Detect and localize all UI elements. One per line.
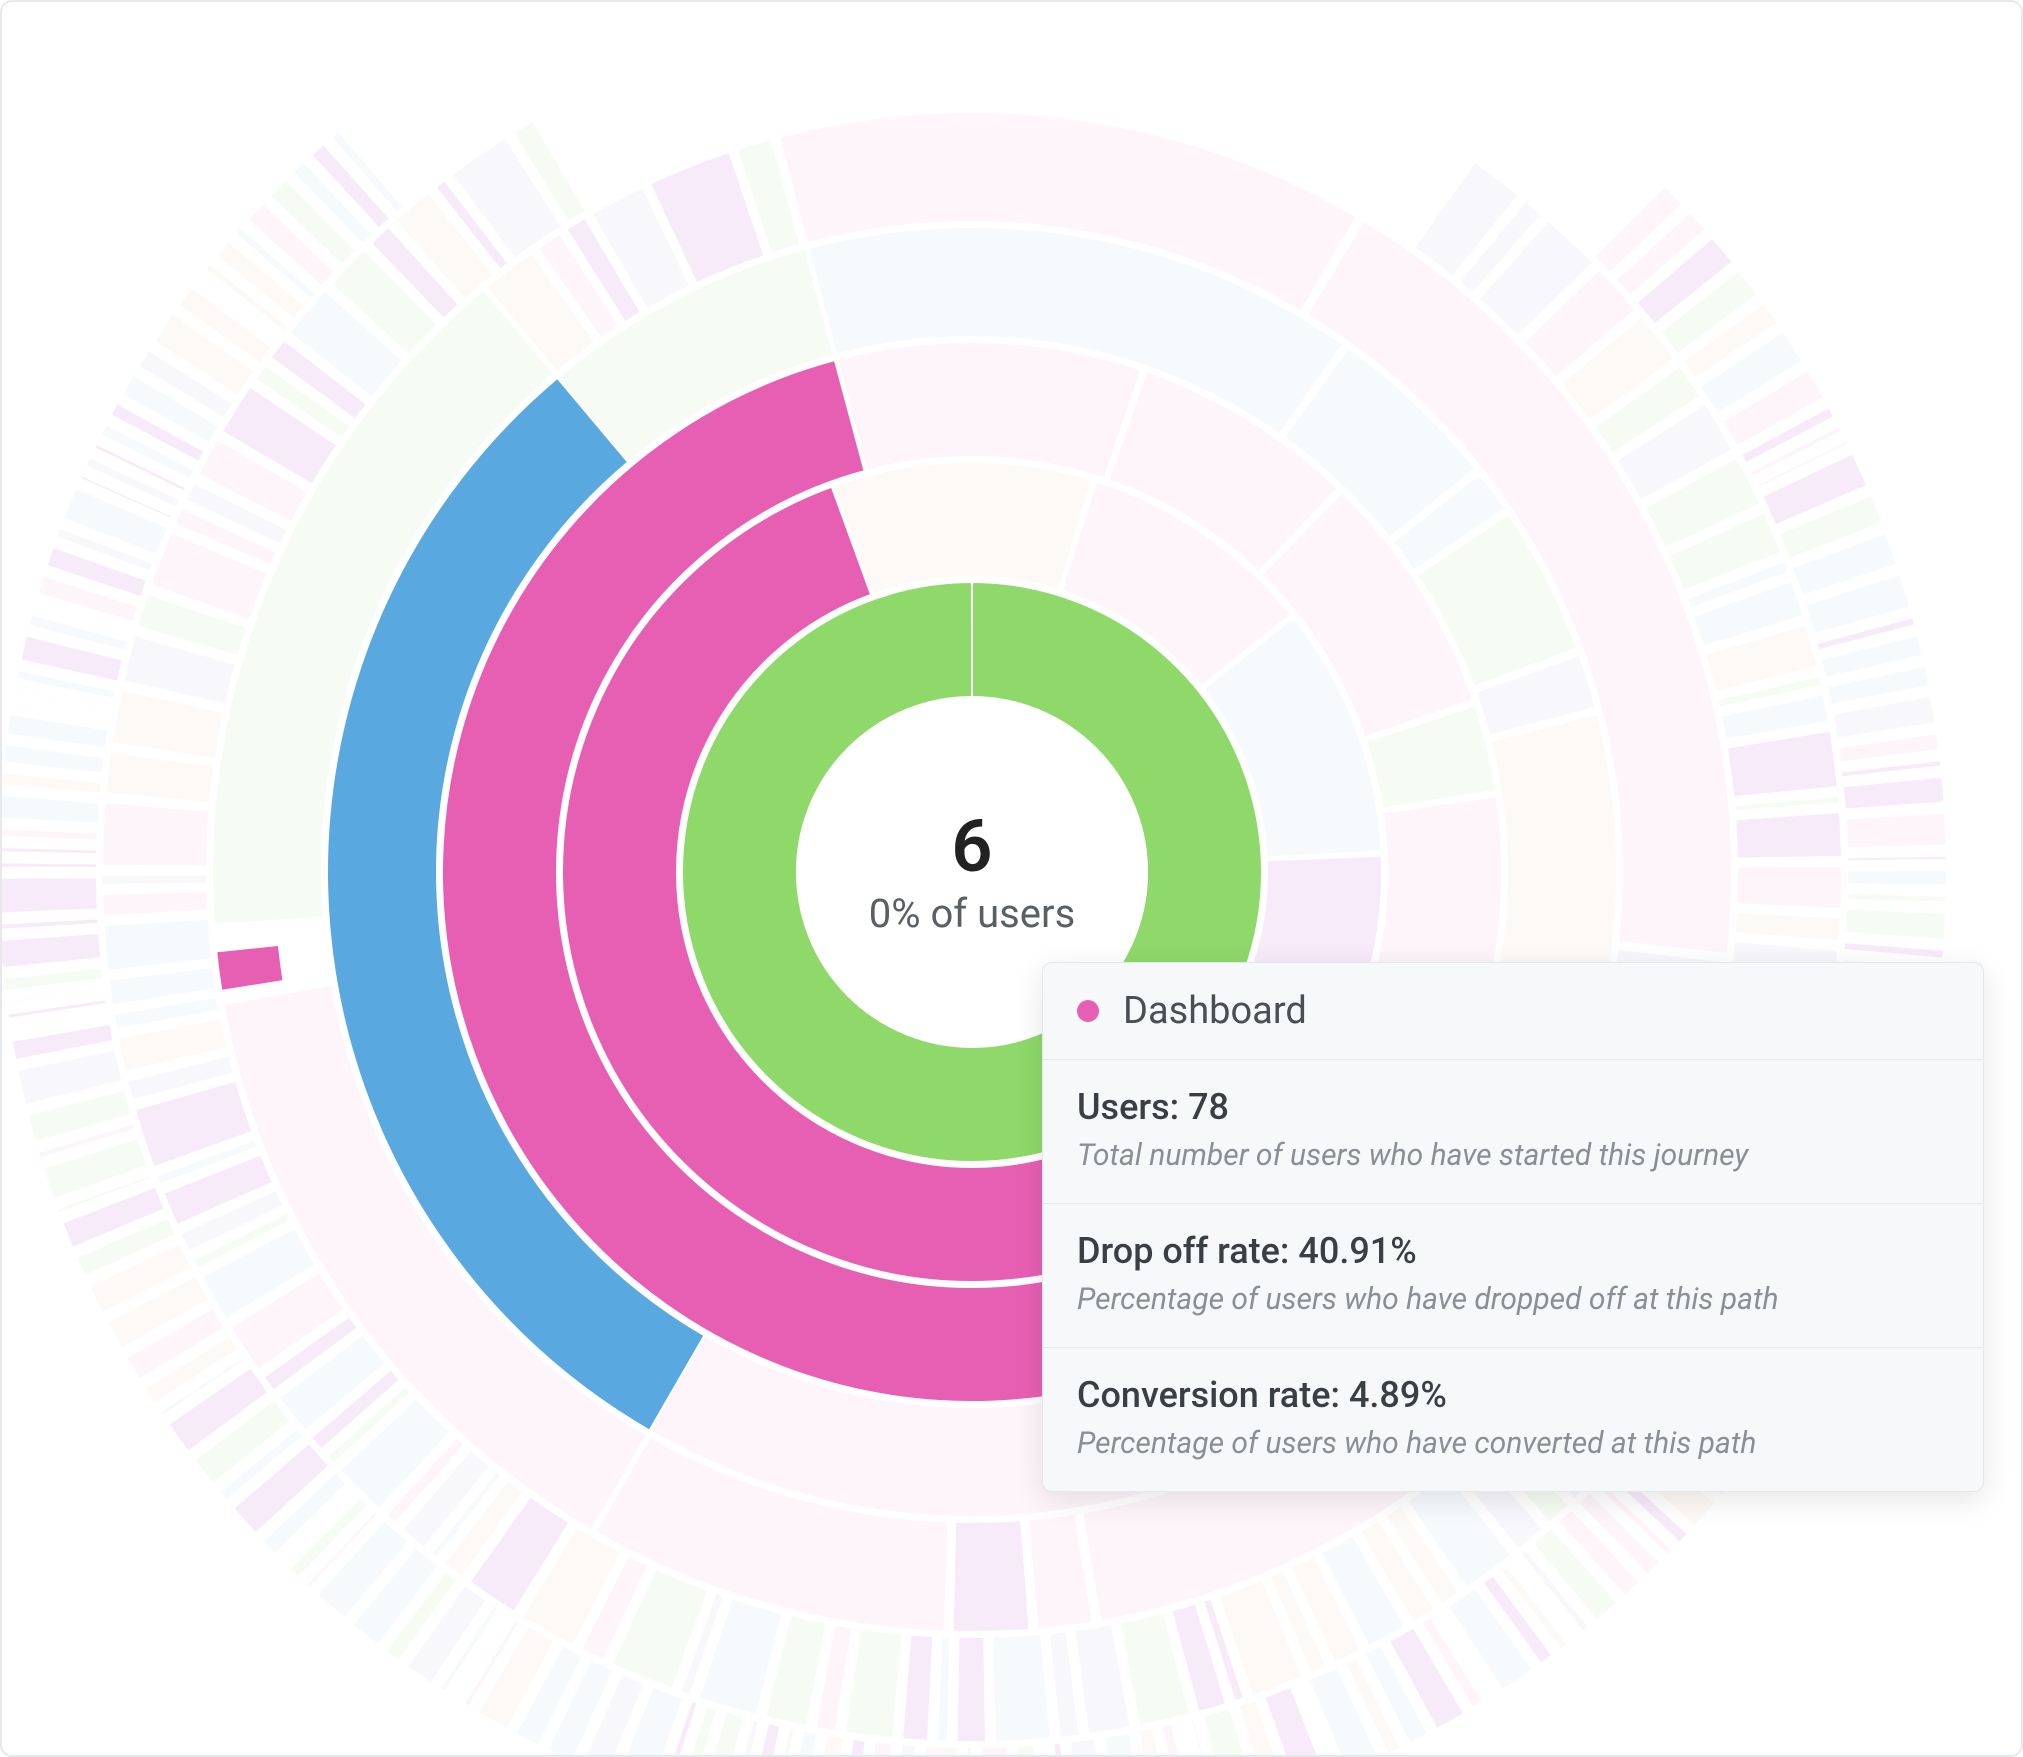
tooltip-conversion-label: Conversion rate: xyxy=(1077,1374,1340,1416)
sunburst-chart[interactable]: 6 0% of users xyxy=(2,2,2021,1755)
tooltip-section-dropoff: Drop off rate: 40.91% Percentage of user… xyxy=(1043,1204,1983,1348)
tooltip-conversion-value: 4.89% xyxy=(1349,1374,1447,1416)
tooltip-users-title: Users: 78 xyxy=(1077,1086,1949,1128)
tooltip-header: Dashboard xyxy=(1043,963,1983,1060)
sunburst-svg[interactable] xyxy=(2,2,2023,1757)
tooltip-dropoff-label: Drop off rate: xyxy=(1077,1230,1289,1272)
tooltip-users-desc: Total number of users who have started t… xyxy=(1077,1138,1949,1173)
tooltip-section-users: Users: 78 Total number of users who have… xyxy=(1043,1060,1983,1204)
chart-card: 6 0% of users Dashboard Users: 78 Total … xyxy=(0,0,2023,1757)
tooltip-conversion-title: Conversion rate: 4.89% xyxy=(1077,1374,1949,1416)
tooltip-dot-icon xyxy=(1077,1000,1099,1022)
tooltip-users-label: Users: xyxy=(1077,1086,1179,1128)
tooltip-section-conversion: Conversion rate: 4.89% Percentage of use… xyxy=(1043,1348,1983,1491)
tooltip-dropoff-value: 40.91% xyxy=(1298,1230,1416,1272)
tooltip-dropoff-desc: Percentage of users who have dropped off… xyxy=(1077,1282,1949,1317)
tooltip-title: Dashboard xyxy=(1123,989,1307,1033)
tooltip: Dashboard Users: 78 Total number of user… xyxy=(1042,962,1984,1492)
tooltip-conversion-desc: Percentage of users who have converted a… xyxy=(1077,1426,1949,1461)
tooltip-dropoff-title: Drop off rate: 40.91% xyxy=(1077,1230,1949,1272)
tooltip-users-value: 78 xyxy=(1188,1086,1229,1128)
